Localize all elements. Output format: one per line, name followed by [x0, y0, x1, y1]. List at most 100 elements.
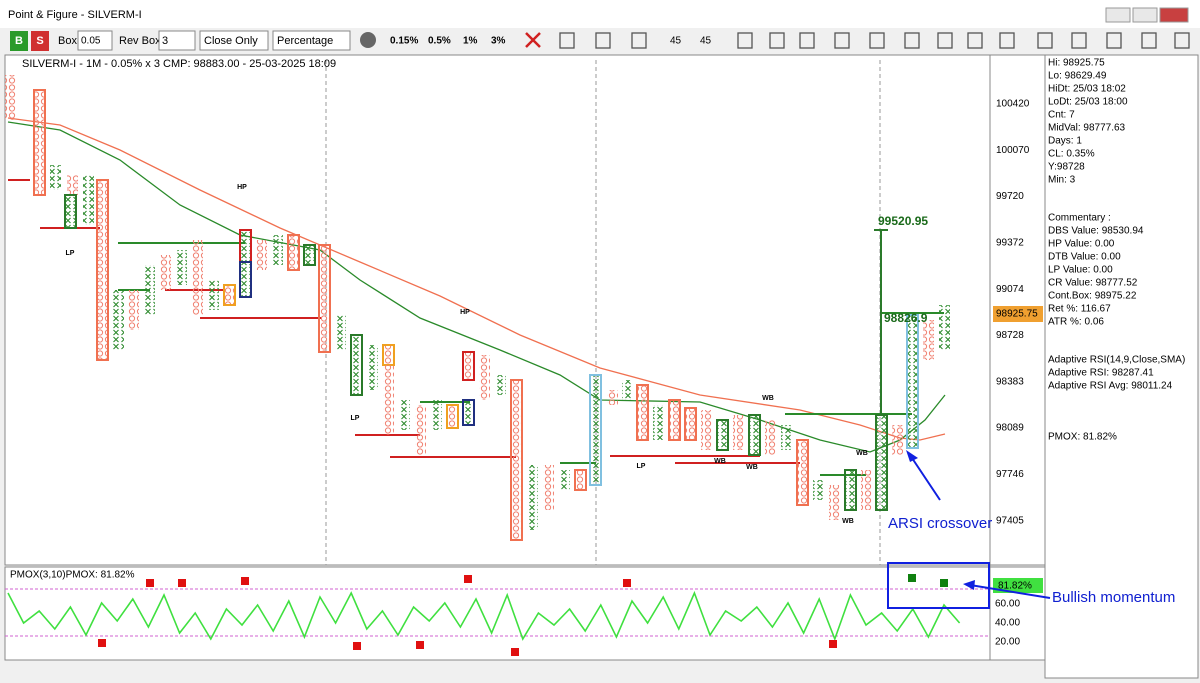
tool-icon[interactable]: [869, 32, 885, 49]
o-column: [543, 465, 554, 510]
o-column: [33, 89, 46, 196]
tool-icon[interactable]: [595, 32, 611, 49]
tool-icon[interactable]: [937, 32, 953, 49]
o-column: [446, 404, 459, 429]
info-rsi: Adaptive RSI: 98287.41: [1048, 368, 1154, 379]
percent-button[interactable]: 1%: [463, 36, 478, 47]
clear-icon[interactable]: [525, 32, 541, 48]
title-bar: [0, 0, 1200, 28]
box-input[interactable]: [77, 30, 113, 51]
angle-button[interactable]: 45: [670, 36, 682, 47]
x-column: [748, 414, 761, 456]
pattern-label: HP: [237, 184, 247, 191]
tool-icon[interactable]: [904, 32, 920, 49]
sell-label: S: [36, 35, 43, 47]
tool-icon[interactable]: [1037, 32, 1053, 49]
tool-icon[interactable]: [737, 32, 753, 49]
angle-button[interactable]: 45: [700, 36, 712, 47]
pmox-signal: [940, 579, 948, 587]
arsi-arrowhead: [906, 450, 918, 462]
info-stat: MidVal: 98777.63: [1048, 123, 1126, 134]
o-column: [5, 75, 16, 120]
info-commentary: Ret %: 116.67: [1048, 304, 1111, 315]
tool-icon[interactable]: [559, 32, 575, 49]
x-column: [875, 414, 888, 511]
percent-button[interactable]: 0.15%: [390, 36, 418, 47]
tool-icon[interactable]: [631, 32, 647, 49]
current-price-badge: [993, 306, 1043, 322]
tool-icon[interactable]: [799, 32, 815, 49]
o-column: [574, 469, 587, 491]
info-stat: Hi: 98925.75: [1048, 58, 1105, 69]
arsi-annotation: ARSI crossover: [888, 515, 992, 532]
info-commentary: DTB Value: 0.00: [1048, 252, 1121, 263]
price-mode: Close Only: [204, 35, 258, 47]
x-column: [239, 261, 252, 298]
x-column: [367, 345, 378, 390]
reset-icon[interactable]: [360, 32, 376, 48]
info-commentary: ATR %: 0.06: [1048, 317, 1104, 328]
x-column: [495, 375, 506, 395]
o-column: [256, 240, 267, 270]
sell-button[interactable]: [31, 31, 49, 51]
o-column: [861, 470, 872, 510]
o-column: [701, 410, 712, 450]
box-value: 0.05: [81, 36, 101, 47]
momentum-arrowhead: [963, 580, 975, 590]
pmox-tick: 20.00: [995, 637, 1020, 648]
info-panel: [1044, 54, 1199, 679]
pmox-signal: [464, 575, 472, 583]
info-rsi: Adaptive RSI Avg: 98011.24: [1048, 381, 1173, 392]
pmox-signal: [353, 642, 361, 650]
o-column: [287, 234, 300, 271]
info-commentary: DBS Value: 98530.94: [1048, 226, 1144, 237]
pmox-signal: [98, 639, 106, 647]
tool-icon[interactable]: [769, 32, 785, 49]
x-column: [622, 380, 633, 400]
rev-box-input[interactable]: [158, 30, 196, 51]
momentum-arrow: [969, 584, 1051, 599]
tool-icon[interactable]: [834, 32, 850, 49]
pmox-signal: [908, 574, 916, 582]
info-commentary: Commentary :: [1048, 213, 1111, 224]
info-commentary: LP Value: 0.00: [1048, 265, 1113, 276]
x-column: [64, 194, 77, 229]
tool-icon[interactable]: [1174, 32, 1190, 49]
pattern-label: LP: [637, 463, 646, 470]
info-stat: Min: 3: [1048, 175, 1076, 186]
tool-icon[interactable]: [1071, 32, 1087, 49]
o-column: [510, 379, 523, 541]
pmox-tick: 40.00: [995, 618, 1020, 629]
price-tick: 98728: [996, 330, 1024, 341]
o-column: [383, 365, 394, 435]
target-label: 99520.95: [878, 214, 928, 228]
target-label: 98826.9: [884, 311, 928, 325]
tool-icon[interactable]: [1106, 32, 1122, 49]
box-type-select[interactable]: [272, 30, 351, 51]
price-mode-select[interactable]: [199, 30, 269, 51]
x-column: [939, 305, 950, 350]
buy-button[interactable]: [10, 31, 28, 51]
o-column: [636, 384, 649, 441]
tool-icon[interactable]: [967, 32, 983, 49]
pmox-header: PMOX(3,10)PMOX: 81.82%: [10, 570, 135, 581]
percent-button[interactable]: 3%: [491, 36, 506, 47]
tool-icon[interactable]: [1141, 32, 1157, 49]
tool-icon[interactable]: [999, 32, 1015, 49]
o-column: [223, 284, 236, 306]
pattern-label: WB: [714, 458, 726, 465]
pmox-tick: 60.00: [995, 599, 1020, 610]
o-column: [684, 407, 697, 441]
pmox-signal: [829, 640, 837, 648]
o-column: [668, 399, 681, 441]
window-title: Point & Figure - SILVERM-I: [8, 9, 142, 21]
x-column: [272, 235, 283, 265]
o-column: [382, 344, 395, 366]
x-column: [239, 229, 252, 263]
o-column: [415, 405, 426, 455]
percent-button[interactable]: 0.5%: [428, 36, 451, 47]
info-stat: Lo: 98629.49: [1048, 71, 1107, 82]
info-stat: CL: 0.35%: [1048, 149, 1095, 160]
x-column: [844, 469, 857, 511]
window-controls[interactable]: [1105, 7, 1189, 23]
